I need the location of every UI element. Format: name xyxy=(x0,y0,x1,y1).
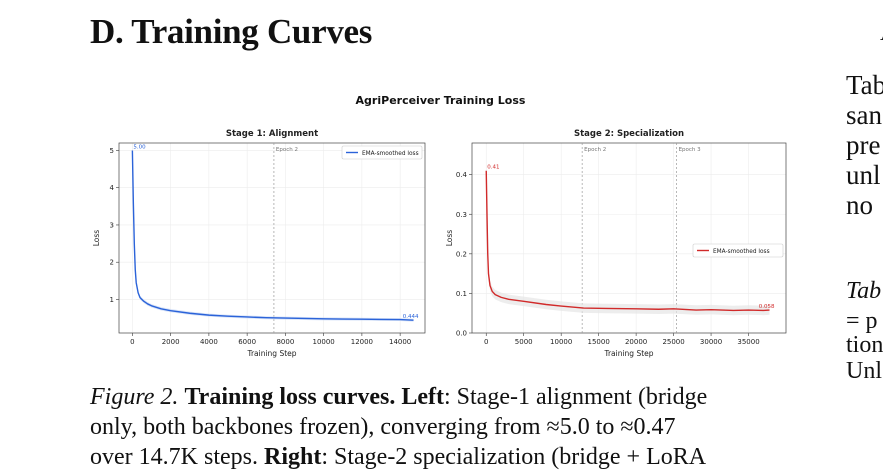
chart2-xtick-label-4: 20000 xyxy=(625,338,647,346)
chart2-ytick-label-2: 0.2 xyxy=(456,250,467,258)
caption-bold-lead: Training loss curves. Left xyxy=(184,384,444,410)
chart1-ytick-label-2: 3 xyxy=(110,221,114,229)
chart1-title: Stage 1: Alignment xyxy=(226,129,318,139)
chart2-xtick-label-5: 25000 xyxy=(662,338,684,346)
chart2-ytick-label-3: 0.3 xyxy=(456,211,467,219)
chart1-series-line-0 xyxy=(131,150,414,321)
right-col-glyph: A xyxy=(880,18,883,48)
right-col-line-4: unl xyxy=(846,160,881,190)
chart2-frame xyxy=(471,142,787,334)
chart2-series-band-0 xyxy=(486,165,770,316)
caption-line3b: : Stage-2 specialization (bridge + LoRA xyxy=(321,444,707,470)
chart1-annotation-0: 5.00 xyxy=(133,144,146,150)
chart1-ytick-label-1: 2 xyxy=(110,259,114,267)
right-col-line-7: tion xyxy=(846,332,883,358)
chart2-series-line-0 xyxy=(485,170,770,312)
chart2-xtick-label-7: 35000 xyxy=(737,338,759,346)
chart1-xtick-label-5: 10000 xyxy=(312,338,334,346)
right-col-line-8: Unl xyxy=(846,358,882,384)
caption-line2: only, both backbones frozen), converging… xyxy=(90,414,676,440)
chart1-ylabel: Loss xyxy=(92,230,101,247)
chart2-annotation-0: 0.41 xyxy=(487,165,499,171)
right-col-line-6: = p xyxy=(846,308,878,334)
chart1-annotation-1: 0.444 xyxy=(403,314,419,320)
training-loss-figure: Stage 1: Alignment 0 2000 4000 6000 8000 10000… xyxy=(92,129,787,358)
chart2-xtick-label-3: 15000 xyxy=(588,338,610,346)
chart1-ytick-label-4: 5 xyxy=(110,147,114,155)
chart1-ytick-label-0: 1 xyxy=(110,296,114,304)
chart2-xtick-label-1: 5000 xyxy=(515,338,533,346)
chart2-xtick-label-6: 30000 xyxy=(700,338,722,346)
chart1-xlabel: Training Step xyxy=(246,349,296,358)
chart2-ylabel: Loss xyxy=(445,230,454,247)
figure-caption: Figure 2. Training loss curves. Left: St… xyxy=(90,382,810,472)
right-col-italic: Tab xyxy=(846,278,882,304)
right-col-line-2: san xyxy=(846,100,882,130)
chart1-frame xyxy=(118,142,426,334)
chart1-xtick-label-3: 6000 xyxy=(238,338,256,346)
chart2-ytick-label-4: 0.4 xyxy=(456,171,468,179)
section-title: D. Training Curves xyxy=(90,12,373,51)
chart2-xlabel: Training Step xyxy=(603,349,653,358)
chart1-legend-box xyxy=(341,145,423,160)
chart1-xtick-label-2: 4000 xyxy=(200,338,218,346)
chart1-xtick-label-0: 0 xyxy=(130,338,134,346)
chart1-xtick-label-7: 14000 xyxy=(389,338,411,346)
chart1-series-band-0 xyxy=(132,145,414,322)
caption-line3-bold: Right xyxy=(263,444,322,470)
chart2-ytick-label-1: 0.1 xyxy=(456,290,467,298)
chart1-legend-label-0: EMA-smoothed loss xyxy=(362,151,419,157)
caption-line3a: over 14.7K steps. xyxy=(90,444,264,470)
chart2-xtick-label-0: 0 xyxy=(484,338,488,346)
caption-line1: : Stage-1 alignment (bridge xyxy=(443,384,708,410)
chart2-annotation-1: 0.058 xyxy=(759,304,775,310)
chart2-xtick-label-2: 10000 xyxy=(550,338,572,346)
chart2-epoch-label-0: Epoch 2 xyxy=(584,147,606,153)
figure-title: AgriPerceiver Training Loss xyxy=(355,94,526,107)
chart2-ytick-label-0: 0.0 xyxy=(456,330,467,338)
right-col-line-3: pre xyxy=(846,130,881,160)
chart1-ytick-label-3: 4 xyxy=(110,184,115,192)
chart1-xtick-label-6: 12000 xyxy=(351,338,373,346)
chart1-xtick-label-4: 8000 xyxy=(276,338,294,346)
chart2-legend-label-0: EMA-smoothed loss xyxy=(713,249,770,255)
right-col-line-5: no xyxy=(846,190,873,220)
chart2-epoch-label-1: Epoch 3 xyxy=(679,147,702,153)
chart2-title: Stage 2: Specialization xyxy=(574,129,684,139)
chart2-legend-box xyxy=(692,243,784,258)
chart1-epoch-label-0: Epoch 2 xyxy=(276,147,298,153)
chart1-xtick-label-1: 2000 xyxy=(162,338,180,346)
caption-label: Figure 2. xyxy=(90,384,179,410)
right-col-line-1: Tab xyxy=(846,70,883,100)
